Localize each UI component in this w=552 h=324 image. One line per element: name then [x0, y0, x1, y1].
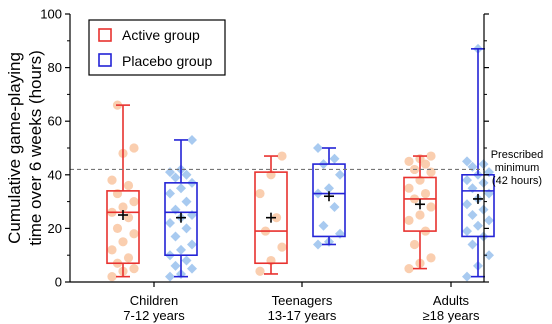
- data-point-placebo: [462, 271, 472, 282]
- reference-line-label: (42 hours): [492, 175, 542, 187]
- data-point-active: [118, 237, 128, 247]
- data-point-placebo: [467, 210, 478, 220]
- box-active: [403, 176, 437, 232]
- x-tick-label: Teenagers: [272, 293, 333, 308]
- data-point-active: [123, 180, 134, 191]
- box-active: [106, 190, 140, 265]
- boxes-layer: [106, 48, 495, 278]
- y-axis-label-line2: time over 6 weeks (hours): [26, 50, 45, 246]
- data-point-placebo: [467, 239, 478, 250]
- y-tick-label: 80: [48, 60, 62, 75]
- reference-line-label: Prescribed: [491, 149, 544, 161]
- data-point-placebo: [329, 201, 340, 212]
- data-point-active: [129, 143, 139, 153]
- data-point-placebo: [187, 134, 197, 145]
- data-point-active: [404, 215, 414, 225]
- data-point-placebo: [176, 244, 186, 255]
- data-point-active: [129, 229, 139, 239]
- data-point-placebo: [187, 239, 197, 250]
- data-point-active: [123, 253, 134, 263]
- data-point-placebo: [313, 239, 323, 250]
- data-point-placebo: [181, 223, 192, 234]
- data-point-placebo: [165, 218, 175, 229]
- data-point-active: [112, 223, 123, 233]
- data-point-active: [277, 151, 287, 161]
- data-point-placebo: [484, 250, 494, 261]
- data-point-placebo: [467, 183, 478, 194]
- data-point-active: [129, 197, 139, 207]
- data-point-placebo: [170, 260, 181, 271]
- box-placebo: [461, 174, 495, 238]
- data-point-active: [426, 202, 436, 212]
- data-point-placebo: [462, 226, 472, 237]
- y-tick-label: 20: [48, 221, 62, 236]
- data-point-placebo: [462, 156, 472, 167]
- data-point-placebo: [484, 215, 494, 226]
- data-point-active: [404, 183, 414, 193]
- data-point-active: [404, 156, 414, 166]
- data-point-placebo: [181, 255, 192, 266]
- data-point-placebo: [165, 271, 175, 282]
- data-point-active: [107, 272, 117, 282]
- data-point-active: [255, 266, 265, 276]
- y-tick-label: 100: [40, 7, 62, 22]
- data-point-placebo: [335, 169, 345, 180]
- data-point-placebo: [484, 188, 494, 199]
- data-point-placebo: [324, 183, 334, 194]
- data-point-placebo: [473, 220, 483, 231]
- data-point-placebo: [176, 183, 186, 194]
- data-point-active: [107, 245, 117, 255]
- data-point-placebo: [187, 263, 197, 274]
- legend-label-placebo: Placebo group: [122, 53, 213, 69]
- y-tick-label: 0: [55, 275, 62, 290]
- data-point-placebo: [170, 231, 181, 242]
- data-point-placebo: [329, 153, 340, 164]
- box-placebo: [164, 182, 198, 256]
- data-point-active: [271, 213, 282, 223]
- data-point-placebo: [181, 196, 192, 207]
- data-point-placebo: [335, 228, 345, 239]
- box-placebo: [312, 163, 346, 238]
- data-point-active: [409, 239, 420, 250]
- data-point-placebo: [318, 220, 329, 231]
- data-point-active: [129, 264, 139, 274]
- data-point-active: [118, 202, 128, 212]
- legend-swatch-placebo: [98, 53, 112, 67]
- x-tick-label: Adults: [433, 293, 470, 308]
- y-tick-label: 40: [48, 167, 62, 182]
- data-point-active: [277, 242, 287, 252]
- data-point-placebo: [170, 204, 181, 215]
- y-tick-label: 60: [48, 114, 62, 129]
- data-point-active: [415, 210, 425, 220]
- data-point-active: [426, 253, 436, 263]
- y-axis-label-line1: Cumulative game-playing: [5, 52, 24, 244]
- data-point-placebo: [462, 175, 472, 186]
- data-point-placebo: [165, 167, 175, 178]
- data-points-layer: [107, 43, 494, 282]
- data-point-placebo: [165, 188, 175, 199]
- legend-label-active: Active group: [122, 27, 200, 43]
- data-point-active: [255, 188, 265, 199]
- data-point-placebo: [187, 210, 197, 220]
- reference-line-label: minimum: [495, 162, 540, 174]
- data-point-active: [404, 264, 414, 274]
- data-point-placebo: [170, 172, 181, 183]
- x-tick-sublabel: ≥18 years: [423, 308, 480, 323]
- x-tick-sublabel: 7-12 years: [123, 308, 185, 323]
- data-point-placebo: [313, 143, 323, 153]
- data-point-active: [420, 188, 431, 199]
- data-point-active: [107, 175, 117, 185]
- x-tick-sublabel: 13-17 years: [268, 308, 337, 323]
- box-active: [254, 171, 288, 265]
- legend: Active group Placebo group: [88, 19, 226, 76]
- data-point-active: [426, 151, 436, 161]
- x-tick-label: Children: [130, 293, 178, 308]
- data-point-placebo: [181, 169, 192, 180]
- legend-swatch-active: [98, 28, 112, 42]
- data-point-placebo: [462, 199, 472, 210]
